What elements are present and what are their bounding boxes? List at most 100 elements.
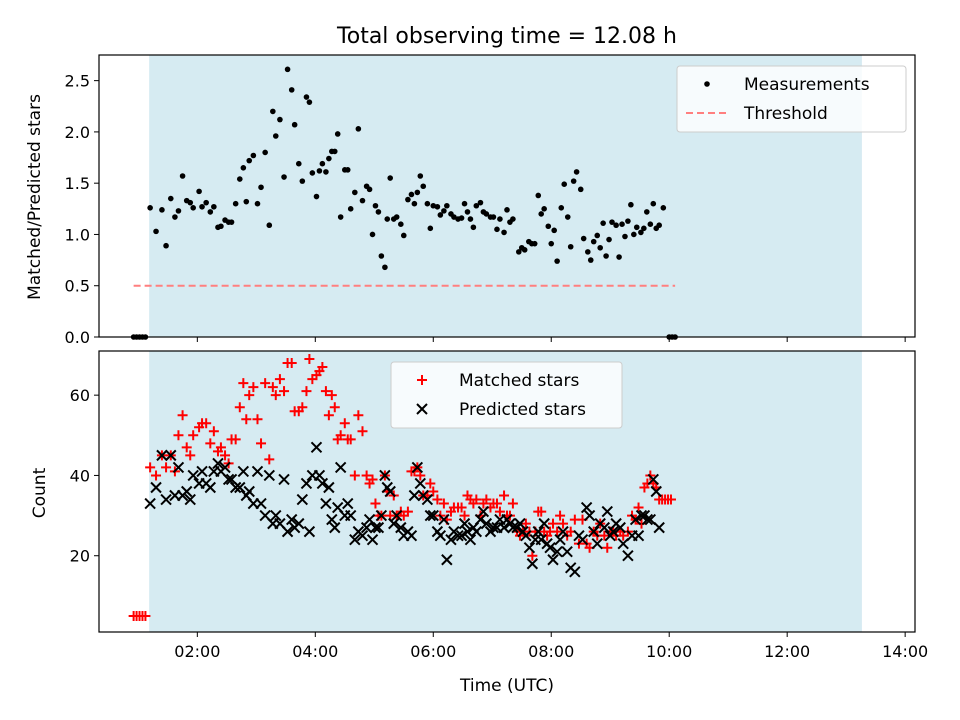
data-point <box>420 183 427 190</box>
data-point <box>384 485 396 498</box>
data-point <box>248 382 259 393</box>
data-point <box>172 461 185 474</box>
data-point <box>212 457 224 470</box>
data-point <box>342 497 354 510</box>
data-point <box>414 189 421 196</box>
data-point <box>243 198 250 205</box>
data-point <box>585 249 591 255</box>
data-point <box>477 505 490 518</box>
data-point <box>573 169 580 175</box>
data-point <box>427 509 439 522</box>
data-point <box>181 442 192 453</box>
data-point <box>281 174 287 180</box>
data-point <box>452 529 464 542</box>
data-point <box>205 438 216 449</box>
data-point <box>339 418 350 429</box>
data-point <box>147 204 153 211</box>
data-point <box>458 517 471 530</box>
data-point <box>617 537 629 550</box>
data-point <box>629 513 642 526</box>
series-predicted-stars <box>144 441 665 578</box>
data-point <box>451 214 457 220</box>
data-point <box>402 506 413 517</box>
data-point <box>561 181 568 188</box>
legend-marker <box>704 81 710 87</box>
data-point <box>370 498 381 509</box>
data-point <box>316 168 323 174</box>
data-point <box>355 126 362 132</box>
data-point <box>650 485 662 498</box>
x-tick-label: 12:00 <box>764 642 810 661</box>
data-point <box>264 454 275 465</box>
data-point <box>263 469 275 482</box>
data-point <box>229 481 242 494</box>
data-point <box>521 247 528 253</box>
data-point <box>628 201 634 208</box>
data-point <box>424 509 437 522</box>
legend-box <box>390 361 623 429</box>
data-point <box>361 470 372 481</box>
data-point <box>184 493 196 506</box>
data-point <box>438 513 450 526</box>
data-point <box>656 222 662 229</box>
data-point <box>331 148 338 155</box>
data-point <box>576 533 589 546</box>
data-point <box>274 374 285 385</box>
data-point <box>613 222 619 229</box>
series-measurements <box>130 66 678 340</box>
data-point <box>375 509 388 522</box>
data-point <box>641 513 654 526</box>
data-point <box>150 481 162 494</box>
data-point <box>499 490 510 501</box>
axes-frame <box>98 54 916 338</box>
data-point <box>317 362 328 373</box>
data-point <box>375 209 382 215</box>
data-point <box>552 526 563 537</box>
data-point <box>473 202 480 209</box>
y-tick-label: 1.0 <box>65 225 90 244</box>
data-point <box>535 533 547 546</box>
data-point <box>434 203 441 210</box>
data-point <box>238 378 249 389</box>
data-point <box>309 170 316 176</box>
data-point <box>588 525 600 538</box>
data-point <box>172 214 178 220</box>
data-point <box>313 469 326 482</box>
data-point <box>357 426 368 437</box>
data-point <box>344 167 351 173</box>
data-point <box>470 525 483 538</box>
data-point <box>160 493 172 506</box>
data-point <box>531 240 538 247</box>
data-point <box>326 390 337 401</box>
data-point <box>295 160 302 167</box>
data-point <box>211 203 217 210</box>
data-point <box>607 525 619 538</box>
x-tick-label: 08:00 <box>528 642 574 661</box>
data-point <box>577 186 584 193</box>
bottom-y-axis-label: Count <box>30 467 50 518</box>
data-point <box>474 513 487 526</box>
data-point <box>647 221 654 227</box>
data-point <box>181 485 193 498</box>
data-point <box>587 257 594 263</box>
legend-label: Predicted stars <box>459 400 586 420</box>
data-point <box>337 214 344 220</box>
data-point <box>291 121 298 128</box>
data-point <box>390 509 403 522</box>
data-point <box>665 494 676 505</box>
data-point <box>523 541 536 554</box>
data-point <box>491 498 502 509</box>
data-point <box>616 254 622 260</box>
data-point <box>622 550 634 562</box>
data-point <box>625 218 631 224</box>
data-point <box>461 200 468 207</box>
data-point <box>459 510 470 521</box>
data-point <box>641 225 647 232</box>
data-point <box>644 513 657 526</box>
data-point <box>267 382 278 393</box>
data-point <box>165 449 177 462</box>
data-point <box>395 521 407 534</box>
y-tick-label: 1.5 <box>65 174 90 193</box>
y-tick-label: 60 <box>70 386 90 405</box>
data-point <box>638 229 644 236</box>
